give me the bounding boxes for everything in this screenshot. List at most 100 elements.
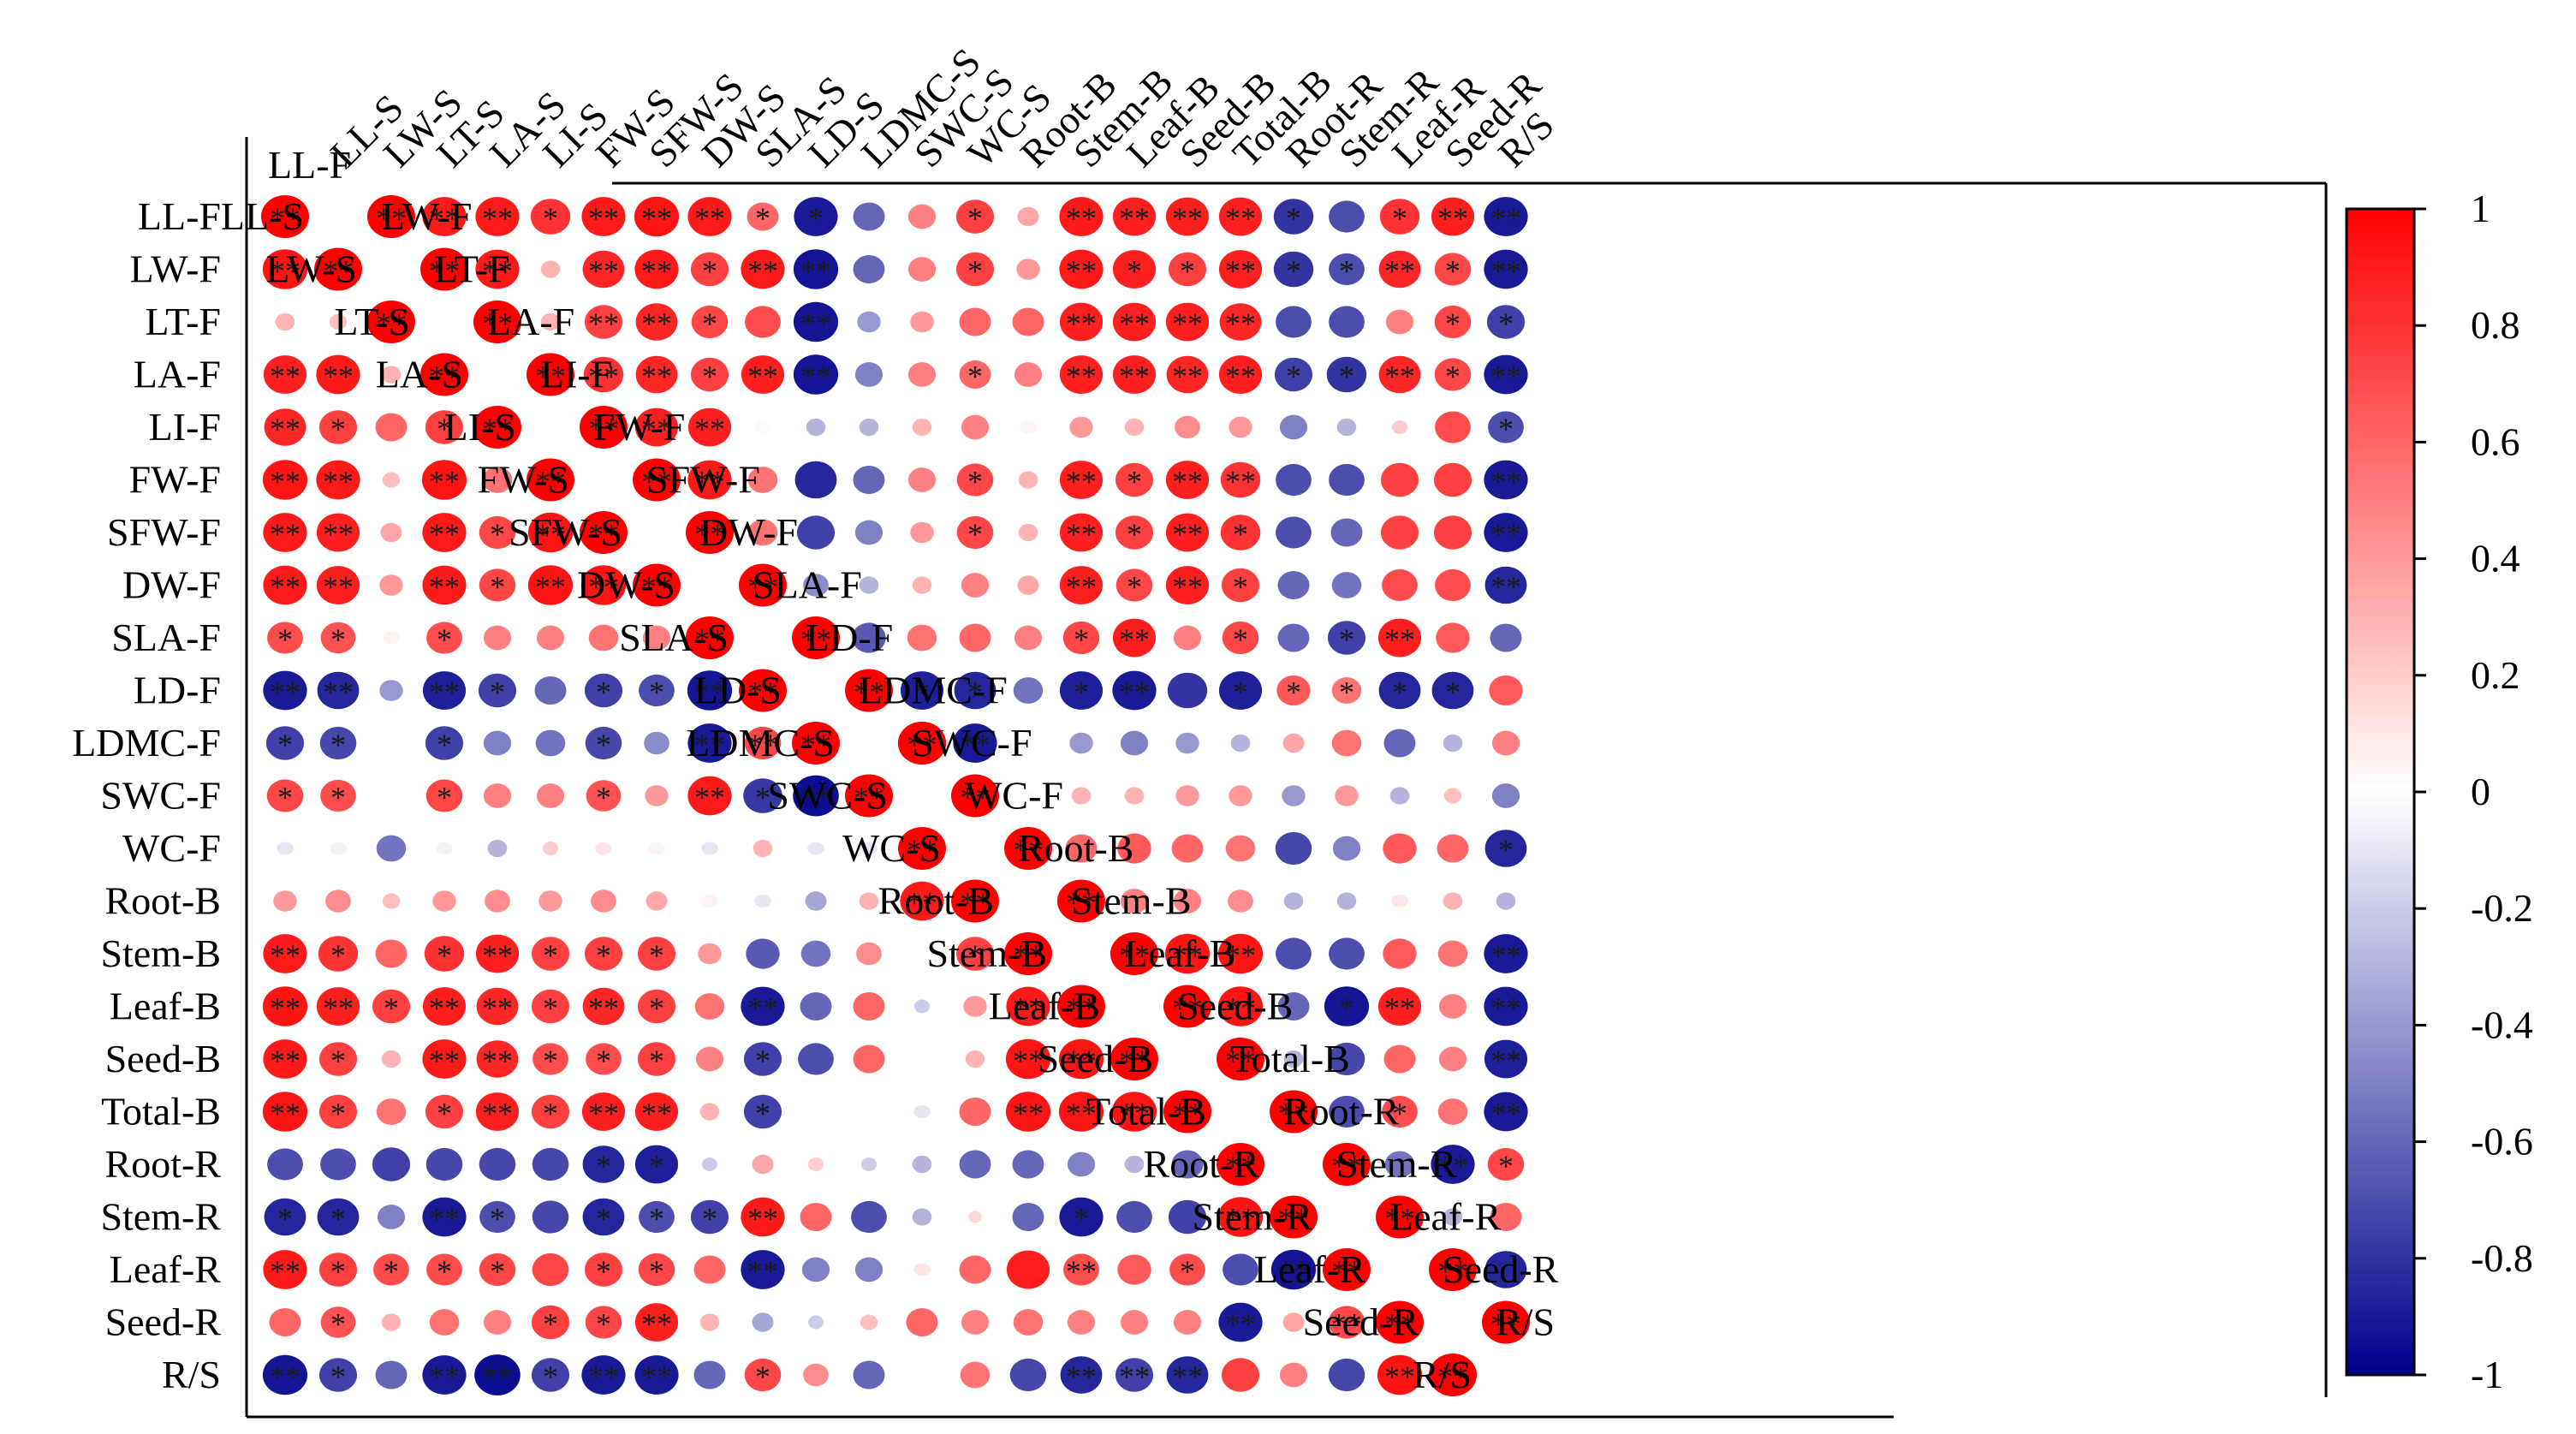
cell-ellipse — [687, 408, 732, 447]
cell-ld-s-seed-b — [1167, 672, 1208, 709]
cell-fw-s-r-s: ** — [1484, 460, 1528, 500]
cell-ldmc-s-stem-r — [1331, 729, 1362, 757]
cell-ll-s-lt-s: ** — [422, 197, 467, 236]
significance-mark: ** — [323, 360, 354, 394]
cell-ellipse — [1120, 889, 1149, 913]
diag-s-label-root-b: Root-B — [878, 879, 994, 923]
cell-ll-s-seed-r: ** — [1431, 197, 1475, 236]
cell-total-b-swc-f — [860, 1105, 878, 1118]
cell-sla-f-lw-f: * — [320, 622, 356, 657]
cell-seed-r-leaf-b — [1067, 1310, 1096, 1335]
significance-mark: ** — [1437, 1360, 1468, 1394]
cell-ellipse — [581, 1092, 626, 1131]
significance-mark: ** — [694, 201, 725, 235]
cell-stem-b-ld-f — [746, 938, 780, 969]
significance-mark: ** — [270, 1097, 300, 1131]
cell-ll-s-r-s: ** — [1484, 197, 1528, 236]
cell-ellipse — [422, 671, 467, 710]
cell-ellipse — [1435, 411, 1471, 443]
cell-root-r-swc-f — [861, 1157, 877, 1171]
cell-root-b-leaf-b — [1120, 889, 1149, 913]
cell-ellipse — [1378, 671, 1421, 710]
significance-mark: ** — [747, 728, 778, 762]
cell-la-s-ldmc-s — [854, 362, 883, 387]
cell-stem-r-ldmc-f — [800, 1203, 832, 1231]
significance-mark: ** — [429, 254, 460, 289]
cell-r-s-la-f: ** — [422, 1355, 467, 1395]
cell-ellipse — [425, 1147, 463, 1181]
diag-lt-f: ** — [367, 300, 415, 343]
cell-sfw-s-stem-r — [1330, 518, 1363, 547]
significance-mark: * — [1339, 991, 1354, 1026]
significance-mark: ** — [1172, 306, 1203, 341]
cell-ellipse — [743, 1042, 782, 1076]
cell-wc-s-seed-r — [1437, 834, 1469, 863]
cell-ellipse — [693, 1360, 726, 1389]
diag-s-label-root-r: Root-R — [1144, 1142, 1260, 1186]
cell-dw-s-swc-s — [912, 576, 932, 594]
diag-s-label-seed-b: Seed-B — [1038, 1037, 1153, 1080]
significance-mark: ** — [960, 781, 991, 815]
cell-ldmc-f-sfw-f: * — [585, 726, 622, 762]
cell-ellipse — [262, 249, 308, 289]
significance-mark: ** — [1172, 465, 1203, 499]
cell-lw-s-wc-s: * — [955, 252, 995, 289]
diag-s-ld-s: ** — [792, 616, 840, 659]
cell-total-b-seed-b: ** — [1111, 1092, 1157, 1132]
cell-ellipse — [1336, 418, 1357, 437]
significance-mark: ** — [694, 622, 725, 657]
cell-ellipse — [800, 940, 831, 967]
cell-leaf-b-fw-f: * — [531, 989, 570, 1026]
cell-ellipse — [793, 301, 839, 342]
cell-sfw-f-ll-f: ** — [263, 513, 307, 552]
cell-ellipse — [1330, 518, 1363, 547]
significance-mark: ** — [270, 412, 300, 446]
diag-r-s: ** — [1429, 1354, 1477, 1396]
cell-ellipse — [584, 1253, 623, 1287]
cell-la-s-dw-s: * — [690, 357, 729, 394]
cell-li-s-total-b — [1229, 416, 1252, 438]
significance-mark: ** — [323, 991, 354, 1026]
cell-li-s-seed-r — [1435, 411, 1471, 443]
cell-ellipse — [1378, 355, 1421, 394]
cell-r-s-sfw-f: ** — [581, 1355, 626, 1395]
cell-dw-s-leaf-b: * — [1115, 568, 1153, 604]
significance-mark: ** — [1013, 833, 1044, 867]
cell-ellipse — [1491, 783, 1520, 808]
cell-ellipse — [424, 936, 465, 972]
cell-li-s-ld-s — [806, 418, 826, 437]
cell-ellipse — [1443, 734, 1463, 753]
diag-total-b: ** — [1163, 1090, 1211, 1134]
cell-ellipse — [645, 785, 669, 806]
significance-mark: * — [437, 622, 452, 657]
cell-total-b-wc-f — [913, 1105, 931, 1118]
cell-ellipse — [687, 723, 732, 763]
significance-mark: ** — [1225, 360, 1256, 394]
cell-ellipse — [634, 1145, 679, 1184]
cell-ellipse — [422, 565, 467, 605]
cell-li-s-dw-s: ** — [687, 408, 732, 447]
cell-ellipse — [383, 736, 400, 750]
cell-ellipse — [959, 360, 991, 389]
cell-ellipse — [913, 1052, 931, 1066]
cell-root-b-leaf-r — [1391, 895, 1408, 907]
significance-mark: ** — [323, 517, 354, 551]
cell-ellipse — [1223, 1253, 1258, 1286]
cell-ellipse — [317, 1198, 360, 1236]
cell-fw-s-ldmc-s — [853, 466, 885, 494]
cell-ellipse — [584, 673, 623, 708]
significance-mark: ** — [1490, 201, 1521, 235]
cell-ellipse — [1057, 879, 1105, 923]
cell-seed-b-stem-b: ** — [1005, 1038, 1051, 1080]
cell-ellipse — [792, 722, 840, 765]
cell-r-s-ld-f: * — [744, 1358, 782, 1394]
cell-lt-s-li-s — [540, 312, 561, 331]
significance-mark: * — [277, 728, 293, 762]
cell-ellipse — [1277, 623, 1310, 652]
significance-mark: * — [1445, 254, 1461, 289]
cell-ellipse — [1276, 937, 1312, 970]
significance-mark: * — [1127, 465, 1142, 499]
cell-la-f-ll-f: ** — [263, 355, 307, 394]
significance-mark: ** — [376, 306, 407, 341]
cell-sla-s-stem-r: * — [1327, 621, 1366, 657]
